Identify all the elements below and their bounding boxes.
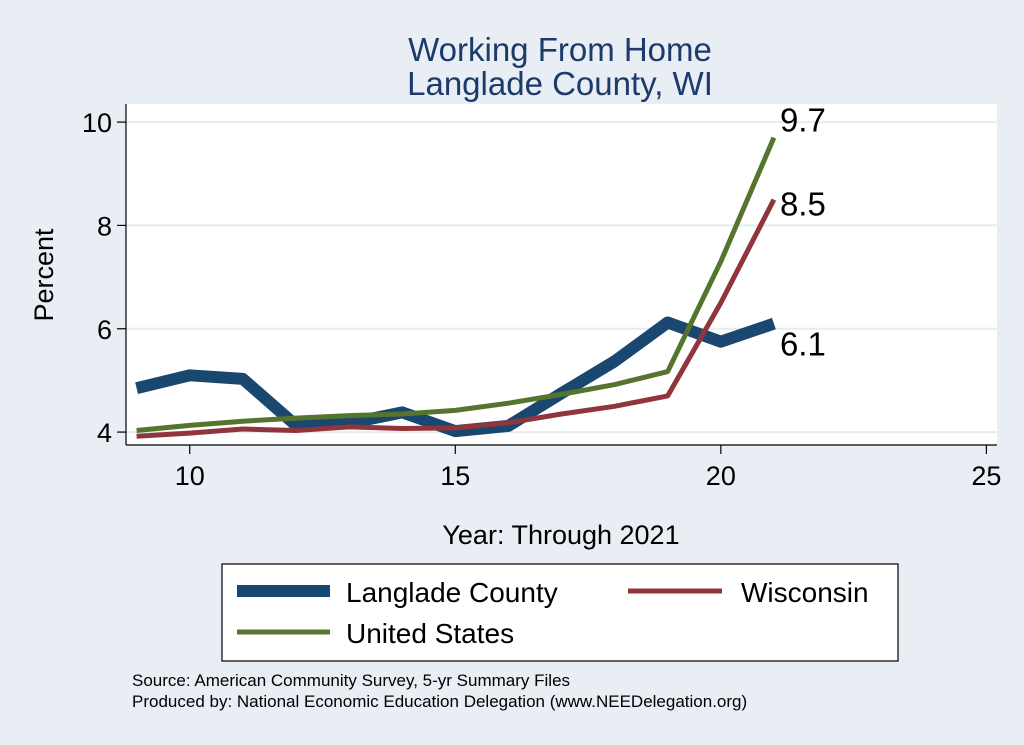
axis-ticks: 4 6 8 10 10 15 20 25 <box>82 108 1001 491</box>
x-tick-label-25: 25 <box>971 461 1001 491</box>
y-tick-label-10: 10 <box>82 108 112 138</box>
end-label-united-states: 9.7 <box>780 102 826 139</box>
y-tick-label-6: 6 <box>97 315 112 345</box>
legend-label-wisconsin: Wisconsin <box>741 577 869 608</box>
y-tick-label-8: 8 <box>97 211 112 241</box>
x-tick-label-15: 15 <box>440 461 470 491</box>
x-tick-label-10: 10 <box>175 461 205 491</box>
series-lines <box>135 136 777 439</box>
legend-label-langlade-county: Langlade County <box>346 577 558 608</box>
chart-title-line-1: Working From Home <box>408 31 712 68</box>
y-axis-title: Percent <box>29 228 59 322</box>
chart-title-line-2: Langlade County, WI <box>407 65 713 102</box>
end-label-langlade-county: 6.1 <box>780 326 826 363</box>
y-tick-label-4: 4 <box>97 418 112 448</box>
end-label-wisconsin: 8.5 <box>780 186 826 223</box>
series-line-langlade-county <box>135 316 776 438</box>
legend-label-united-states: United States <box>346 618 514 649</box>
producer-note: Produced by: National Economic Education… <box>132 692 748 711</box>
series-line-united-states <box>136 136 777 433</box>
x-tick-label-20: 20 <box>706 461 736 491</box>
source-note: Source: American Community Survey, 5-yr … <box>132 671 571 690</box>
legend-box <box>221 563 899 662</box>
legend: Langlade County Wisconsin United States <box>237 577 869 649</box>
end-labels: 6.1 8.5 9.7 <box>780 102 826 363</box>
x-axis-title: Year: Through 2021 <box>442 520 679 550</box>
series-line-wisconsin <box>136 198 777 439</box>
